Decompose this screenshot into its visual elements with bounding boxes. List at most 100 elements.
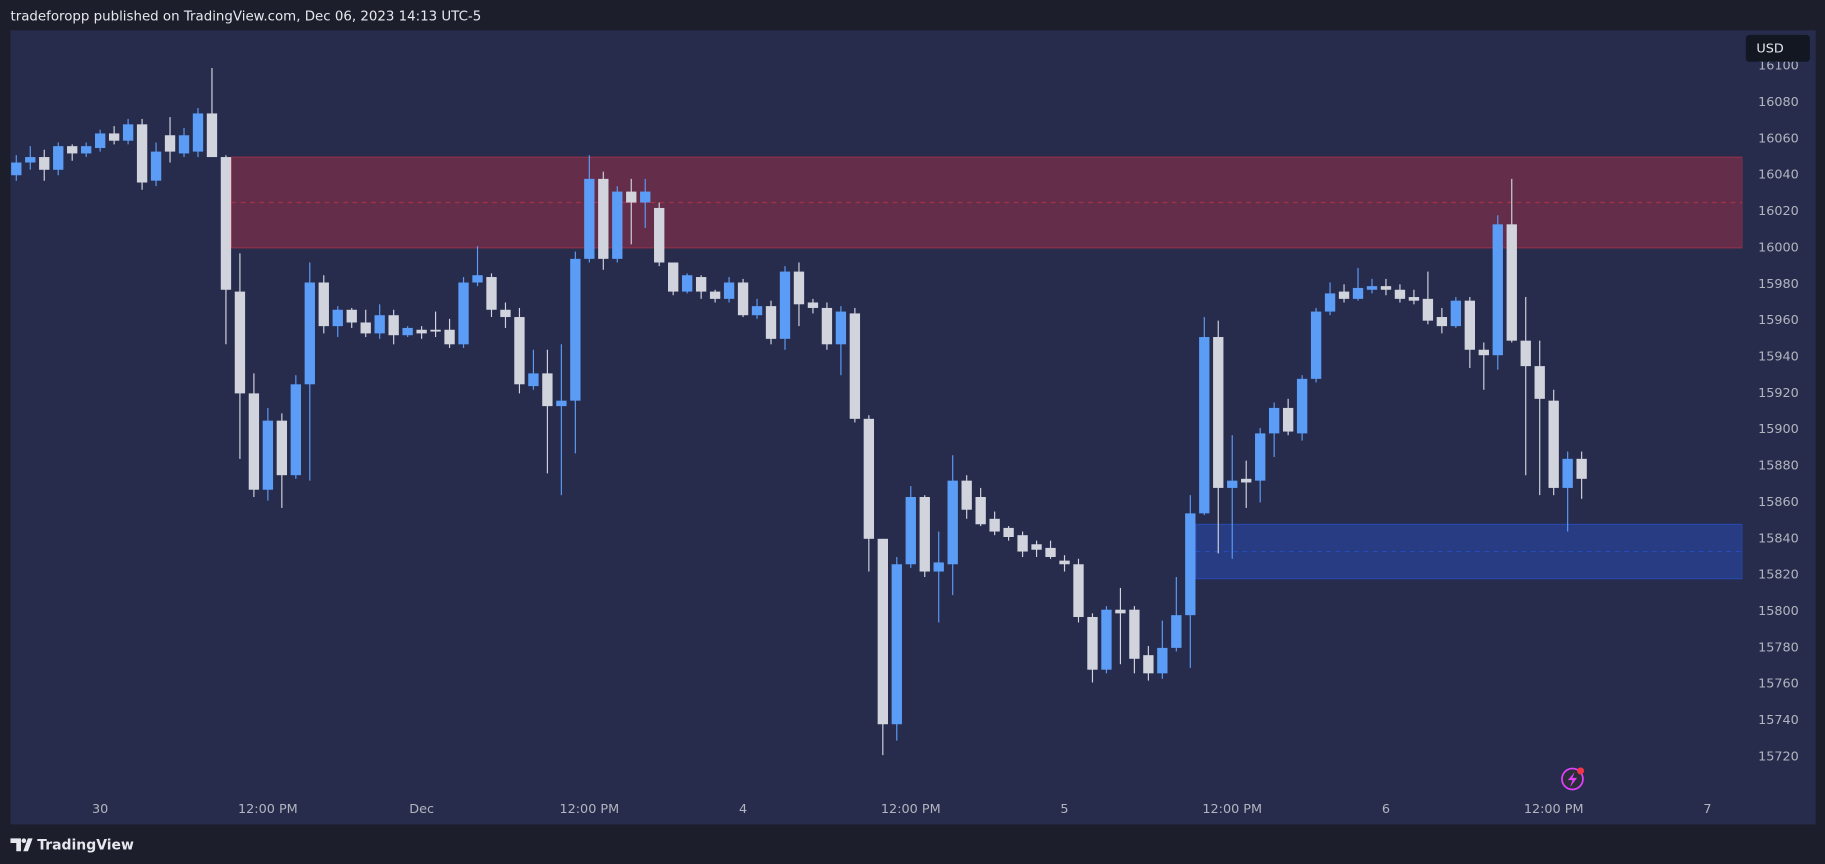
candle-body <box>1310 311 1322 379</box>
y-tick-label: 15720 <box>1758 749 1799 764</box>
y-tick-label: 16060 <box>1758 131 1799 146</box>
y-tick-label: 15840 <box>1758 531 1799 546</box>
candle-body <box>695 277 707 292</box>
candle-body <box>1562 458 1573 488</box>
candle-body <box>1241 478 1252 483</box>
candle-body <box>206 113 218 158</box>
candle-body <box>514 317 525 385</box>
candle-body <box>1003 527 1014 537</box>
candle-body <box>220 157 232 290</box>
x-tick-label: 6 <box>1382 802 1390 817</box>
candle-body <box>1017 535 1028 552</box>
x-tick-label: 12:00 PM <box>238 802 298 817</box>
candle-body <box>11 162 22 176</box>
candle-body <box>262 420 274 490</box>
candle-body <box>1185 513 1196 616</box>
candle-body <box>640 191 651 203</box>
logo-dot <box>21 838 27 844</box>
candle-body <box>1115 609 1126 614</box>
candle-body <box>1087 616 1098 670</box>
candle-body <box>472 275 483 283</box>
candle-body <box>891 564 902 725</box>
candle-body <box>304 282 315 385</box>
candle-body <box>276 420 288 476</box>
candle-body <box>346 309 357 323</box>
candle-body <box>1324 293 1336 312</box>
candle-body <box>1492 224 1503 356</box>
candle-body <box>1059 560 1070 565</box>
candle-body <box>1296 378 1308 434</box>
candle-body <box>1520 340 1531 367</box>
y-tick-label: 15820 <box>1758 568 1799 583</box>
currency-button[interactable] <box>1745 34 1810 62</box>
y-tick-label: 15940 <box>1758 350 1799 365</box>
alert-dot[interactable] <box>1577 767 1585 775</box>
y-tick-label: 15760 <box>1758 677 1799 692</box>
candle-body <box>402 327 413 336</box>
x-tick-label: 12:00 PM <box>1524 802 1584 817</box>
candle-body <box>1199 337 1210 514</box>
candle-body <box>1478 349 1489 356</box>
y-tick-label: 15920 <box>1758 386 1799 401</box>
x-tick-label: 12:00 PM <box>559 802 619 817</box>
candle-body <box>1352 287 1364 299</box>
candle-body <box>94 133 106 148</box>
candle-body <box>1045 547 1056 557</box>
x-tick-label: 7 <box>1703 802 1711 817</box>
candle-body <box>556 400 567 407</box>
candle-body <box>709 291 721 299</box>
candle-body <box>570 258 581 401</box>
candle-body <box>136 124 148 183</box>
alert-icon[interactable] <box>1561 767 1585 791</box>
candle-body <box>1548 400 1559 488</box>
currency-label[interactable]: USD <box>1756 41 1783 56</box>
candle-body <box>1380 286 1392 290</box>
y-tick-label: 16100 <box>1758 59 1799 74</box>
candle-body <box>807 302 819 308</box>
candle-body <box>1408 297 1420 301</box>
x-tick-label: 12:00 PM <box>1202 802 1262 817</box>
candle-body <box>961 480 972 510</box>
candle-body <box>486 277 497 310</box>
candle-body <box>1422 298 1434 321</box>
candle-body <box>234 291 246 394</box>
candle-body <box>374 315 385 334</box>
candle-body <box>150 151 162 181</box>
candle-body <box>528 373 539 387</box>
candle-body <box>81 146 92 154</box>
x-tick-label: 4 <box>739 802 747 817</box>
candle-body <box>53 146 64 170</box>
candle-body <box>108 133 120 141</box>
x-tick-label: 30 <box>92 802 108 817</box>
price-zone <box>1195 523 1743 580</box>
candle-body <box>626 191 637 203</box>
candle-body <box>1282 407 1294 432</box>
candle-body <box>1534 366 1545 399</box>
candle-body <box>584 178 595 259</box>
y-tick-label: 15780 <box>1758 640 1799 655</box>
footer-logo <box>10 838 33 852</box>
candle-body <box>25 157 36 163</box>
candle-body <box>1129 609 1140 659</box>
candle-body <box>1213 337 1224 488</box>
candle-body <box>1436 317 1448 327</box>
x-tick-label: 5 <box>1060 802 1068 817</box>
candle-body <box>737 282 749 316</box>
candle-body <box>39 157 50 170</box>
candle-body <box>318 282 329 327</box>
y-tick-label: 15800 <box>1758 604 1799 619</box>
candle-body <box>67 146 78 154</box>
candle-body <box>1255 433 1266 481</box>
y-tick-label: 15860 <box>1758 495 1799 510</box>
alert-bolt[interactable] <box>1567 772 1578 788</box>
candle-body <box>444 329 455 345</box>
candle-body <box>849 313 861 419</box>
y-tick-label: 16040 <box>1758 168 1799 183</box>
candle-body <box>919 497 930 572</box>
y-tick-label: 16000 <box>1758 240 1799 255</box>
candle-body <box>542 373 553 407</box>
candle-body <box>388 315 399 336</box>
candle-body <box>1338 291 1350 299</box>
candle-body <box>290 384 301 476</box>
